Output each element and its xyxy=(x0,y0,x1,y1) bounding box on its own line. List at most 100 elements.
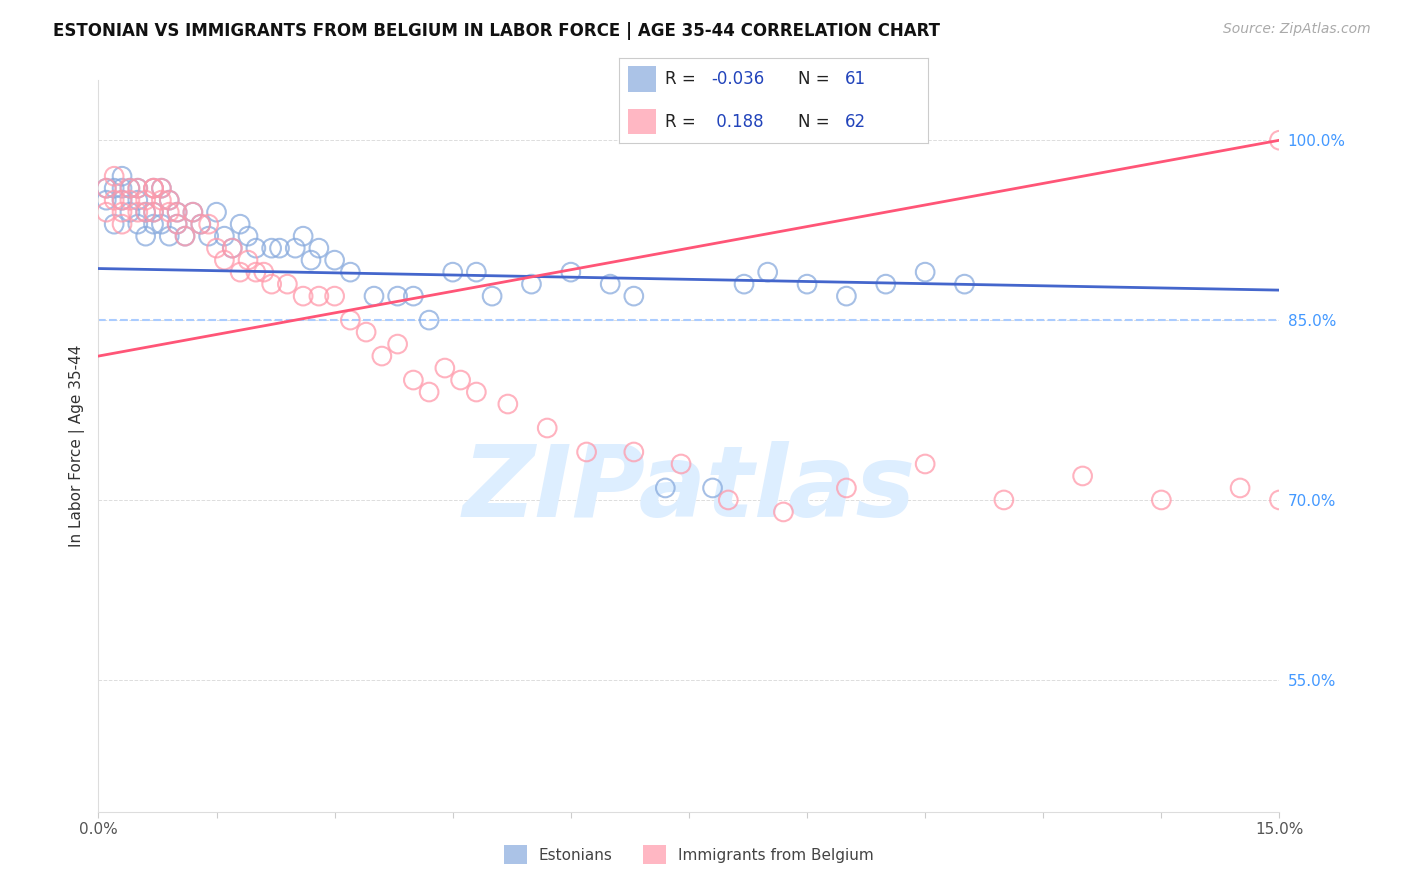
Point xyxy=(166,205,188,219)
FancyBboxPatch shape xyxy=(628,109,655,134)
Text: N =: N = xyxy=(799,70,835,88)
Point xyxy=(323,253,346,268)
Point xyxy=(142,181,165,195)
Point xyxy=(127,217,149,231)
Point xyxy=(1229,481,1251,495)
Point xyxy=(733,277,755,292)
Point xyxy=(717,492,740,507)
Point xyxy=(1071,469,1094,483)
Point xyxy=(245,265,267,279)
Point xyxy=(284,241,307,255)
Point xyxy=(1268,133,1291,147)
Point xyxy=(118,181,141,195)
Point xyxy=(402,289,425,303)
Point xyxy=(135,205,157,219)
Point xyxy=(418,313,440,327)
Point xyxy=(103,193,125,207)
Point xyxy=(299,253,322,268)
Point xyxy=(387,337,409,351)
Text: 61: 61 xyxy=(845,70,866,88)
Point xyxy=(181,205,204,219)
Point xyxy=(339,265,361,279)
Point xyxy=(835,481,858,495)
Text: 62: 62 xyxy=(845,112,866,130)
Point xyxy=(157,205,180,219)
Point xyxy=(654,481,676,495)
Point xyxy=(796,277,818,292)
Point xyxy=(111,217,134,231)
Point xyxy=(157,193,180,207)
Text: R =: R = xyxy=(665,70,702,88)
Text: N =: N = xyxy=(799,112,835,130)
Point xyxy=(560,265,582,279)
Point xyxy=(150,193,173,207)
Point xyxy=(127,193,149,207)
Point xyxy=(166,205,188,219)
Point xyxy=(142,181,165,195)
Point xyxy=(1150,492,1173,507)
Point xyxy=(96,205,118,219)
Point xyxy=(221,241,243,255)
Point xyxy=(205,241,228,255)
Point xyxy=(96,181,118,195)
Point xyxy=(111,193,134,207)
Point xyxy=(323,289,346,303)
Text: ESTONIAN VS IMMIGRANTS FROM BELGIUM IN LABOR FORCE | AGE 35-44 CORRELATION CHART: ESTONIAN VS IMMIGRANTS FROM BELGIUM IN L… xyxy=(53,22,941,40)
Text: Source: ZipAtlas.com: Source: ZipAtlas.com xyxy=(1223,22,1371,37)
Point xyxy=(354,325,377,339)
Point xyxy=(702,481,724,495)
Point xyxy=(450,373,472,387)
Point xyxy=(292,289,315,303)
Point xyxy=(135,205,157,219)
Point xyxy=(214,229,236,244)
Point xyxy=(96,193,118,207)
Point xyxy=(402,373,425,387)
Point xyxy=(292,229,315,244)
Point xyxy=(103,217,125,231)
Point xyxy=(363,289,385,303)
Point xyxy=(623,289,645,303)
Point xyxy=(103,181,125,195)
Point xyxy=(914,265,936,279)
Point xyxy=(174,229,197,244)
Point xyxy=(205,205,228,219)
Point xyxy=(127,181,149,195)
Text: -0.036: -0.036 xyxy=(711,70,765,88)
Point xyxy=(157,193,180,207)
Point xyxy=(229,265,252,279)
Point xyxy=(914,457,936,471)
Point xyxy=(135,229,157,244)
Point xyxy=(157,229,180,244)
Point xyxy=(253,265,276,279)
Point xyxy=(433,361,456,376)
Point xyxy=(276,277,298,292)
Point xyxy=(308,289,330,303)
Point xyxy=(142,217,165,231)
Point xyxy=(190,217,212,231)
Point xyxy=(772,505,794,519)
Point xyxy=(371,349,394,363)
Point xyxy=(756,265,779,279)
Point xyxy=(496,397,519,411)
Point xyxy=(142,205,165,219)
Point xyxy=(150,217,173,231)
Point xyxy=(142,181,165,195)
Point xyxy=(150,181,173,195)
Point xyxy=(190,217,212,231)
Point xyxy=(387,289,409,303)
Point xyxy=(166,217,188,231)
Point xyxy=(236,253,259,268)
Text: R =: R = xyxy=(665,112,702,130)
Text: 0.188: 0.188 xyxy=(711,112,763,130)
Point xyxy=(575,445,598,459)
Point xyxy=(127,205,149,219)
Legend: Estonians, Immigrants from Belgium: Estonians, Immigrants from Belgium xyxy=(498,839,880,870)
Point xyxy=(221,241,243,255)
Point xyxy=(111,193,134,207)
Point xyxy=(269,241,291,255)
Point xyxy=(465,385,488,400)
Point xyxy=(875,277,897,292)
Point xyxy=(181,205,204,219)
Point xyxy=(214,253,236,268)
Point xyxy=(953,277,976,292)
